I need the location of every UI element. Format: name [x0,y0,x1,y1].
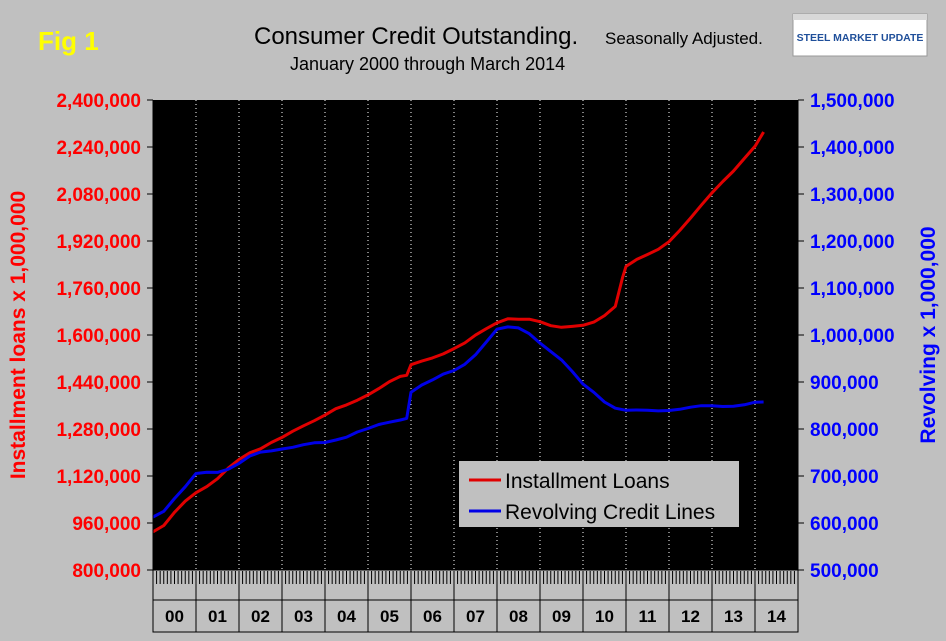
right-axis-tick-label: 1,200,000 [810,232,895,253]
x-tick-label: 13 [724,607,743,626]
right-axis-title: Revolving x 1,000,000 [917,226,940,443]
left-axis-tick-label: 1,280,000 [56,420,141,441]
legend: Installment Loans Revolving Credit Lines [459,461,739,527]
x-tick-label: 01 [208,607,227,626]
x-tick-label: 12 [681,607,700,626]
x-tick-label: 04 [337,607,356,626]
left-axis-tick-label: 1,760,000 [56,279,141,300]
left-axis-tick-label: 2,240,000 [56,138,141,159]
right-axis-tick-label: 1,100,000 [810,279,895,300]
series-layer [152,131,765,534]
right-axis-tick-label: 700,000 [810,467,879,488]
chart-title-suffix: Seasonally Adjusted. [605,29,763,48]
x-tick-label: 11 [639,607,657,626]
chart-title: Consumer Credit Outstanding. [254,23,578,50]
logo: STEEL MARKET UPDATE [792,13,928,57]
right-axis-tick-label: 500,000 [810,561,879,582]
left-y-axis: 800,000 960,000 1,120,000 1,280,000 1,440,00… [56,91,154,582]
left-axis-title: Installment loans x 1,000,000 [7,191,30,479]
legend-box [459,461,739,527]
x-tick-labels: 00 01 02 03 04 05 06 07 08 09 10 11 12 13 14 [152,600,799,632]
right-axis-tick-label: 900,000 [810,373,879,394]
left-axis-tick-label: 1,600,000 [56,326,141,347]
right-axis-tick-label: 1,500,000 [810,91,895,112]
series-line-installment-loans [152,131,765,534]
fig-label: Fig 1 [38,26,99,56]
right-axis-tick-label: 1,300,000 [810,185,895,206]
x-tick-label: 00 [165,607,184,626]
x-tick-label: 10 [595,607,614,626]
x-tick-label: 06 [423,607,442,626]
left-axis-tick-label: 2,400,000 [56,91,141,112]
right-axis-tick-label: 600,000 [810,514,879,535]
left-axis-tick-label: 1,120,000 [56,467,141,488]
x-tick-label: 07 [466,607,485,626]
x-minor-ticks [152,571,799,600]
x-tick-label: 08 [509,607,528,626]
chart-subtitle: January 2000 through March 2014 [290,54,565,74]
right-y-axis: 500,000 600,000 700,000 800,000 900,000 1,000… [797,91,895,582]
x-tick-label: 05 [380,607,399,626]
left-axis-tick-label: 1,920,000 [56,232,141,253]
right-axis-tick-label: 1,000,000 [810,326,895,347]
legend-label-installment: Installment Loans [505,470,670,493]
left-axis-tick-label: 2,080,000 [56,185,141,206]
right-axis-tick-label: 800,000 [810,420,879,441]
left-axis-tick-label: 960,000 [72,514,141,535]
x-axis-label-band [152,599,799,633]
x-tick-label: 02 [251,607,270,626]
x-tick-label: 03 [294,607,313,626]
legend-label-revolving: Revolving Credit Lines [505,501,715,524]
left-axis-tick-label: 800,000 [72,561,141,582]
x-tick-label: 09 [552,607,571,626]
series-line-revolving-credit [152,325,764,519]
x-tick-label: 14 [767,607,786,626]
right-axis-tick-label: 1,400,000 [810,138,895,159]
logo-text: STEEL MARKET UPDATE [797,32,924,44]
left-axis-tick-label: 1,440,000 [56,373,141,394]
